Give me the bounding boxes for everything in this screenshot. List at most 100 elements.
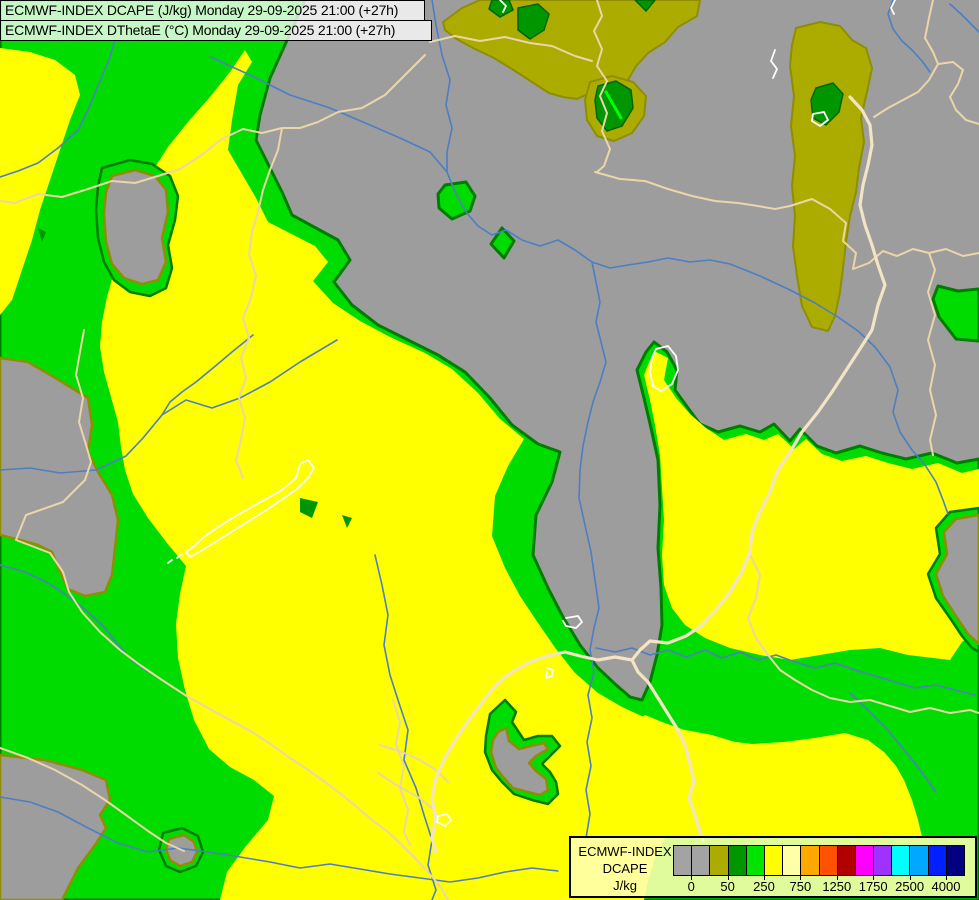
country-border [593,0,611,173]
legend-swatch [764,846,784,875]
legend-tick [727,875,729,880]
legend-tick [909,875,911,880]
country-border-main [630,658,705,842]
country-border [0,54,426,204]
dcape-region-250-750 [100,50,738,900]
country-border [379,744,449,783]
legend-swatch [746,846,765,875]
color-scale-legend: ECMWF-INDEX DCAPE J/kg 0 50 250 750 1250 1750… [569,836,977,898]
legend-title-param: DCAPE [602,861,648,876]
legend-swatch [910,846,929,875]
legend-swatch [855,846,875,875]
gray-island [0,356,120,598]
country-border [927,252,937,456]
lake-outline [545,667,554,679]
legend-tick-label: 50 [720,879,735,894]
river-line [161,334,254,416]
country-border [392,699,411,846]
legend-tick [800,875,802,880]
legend-swatch [710,846,729,875]
lake-outline [562,615,583,629]
legend-tick-label: 750 [789,879,812,894]
dcape-region-50-150 [810,82,844,126]
dcape-region-250-750 [0,48,80,315]
legend-tick [873,875,875,880]
country-border [0,747,185,852]
dcape-speck [38,228,46,242]
gray-island [489,726,550,797]
legend-title: ECMWF-INDEX DCAPE J/kg [577,843,673,894]
legend-color-bar [673,845,965,876]
country-border [429,35,593,62]
legend-swatch [946,846,964,875]
river-line [849,692,937,793]
legend-swatch [801,846,820,875]
country-border [873,0,939,118]
legend-swatch [892,846,911,875]
dcape-region-50-150 [634,0,656,12]
river-line [0,796,559,883]
legend-tick [946,875,947,880]
river-line [374,554,437,900]
legend-swatch [837,846,856,875]
dcape-green-spot [436,180,477,221]
river-line [595,647,976,696]
legend-title-model: ECMWF-INDEX [578,844,672,859]
country-border-main [430,650,634,854]
legend-tick [764,875,765,880]
gray-island [102,168,170,286]
dcape-region-50-150 [488,0,514,18]
legend-swatch [928,846,947,875]
lake-outline [185,459,315,558]
lake-outline [436,813,452,827]
legend-tick [691,875,693,880]
dcape-green-spot [489,226,516,260]
country-border [937,61,979,125]
dcape-region-250-750 [575,715,922,837]
river-line [209,56,949,515]
legend-swatch [783,846,802,875]
dcape-region-50-150 [517,3,550,40]
legend-tick-label: 1750 [858,879,888,894]
map-title-dcape: ECMWF-INDEX DCAPE (J/kg) Monday 29-09-20… [0,0,425,21]
lake-outline [167,559,173,564]
country-border [235,127,283,479]
dcape-green-spot [931,284,979,343]
country-border [15,329,449,900]
dcape-region-250-750 [644,352,979,660]
legend-swatch [674,846,693,875]
legend-tick-label: 0 [687,879,695,894]
river-line [949,3,979,33]
gray-island [0,753,112,900]
map-title-dthetae: ECMWF-INDEX DThetaE (°C) Monday 29-09-20… [0,20,432,41]
lake-outline [890,0,896,15]
legend-swatch [874,846,893,875]
country-border [377,772,433,809]
legend-swatch [728,846,747,875]
river-line [887,0,931,73]
legend-tick-label: 4000 [931,879,961,894]
gray-island [934,513,979,646]
legend-tick [836,875,838,880]
legend-swatch [819,846,838,875]
lake-outline [649,345,679,392]
dcape-speck [300,498,318,518]
river-line [578,261,607,839]
lake-outline [770,49,778,79]
legend-tick-label: 1250 [822,879,852,894]
country-border [747,554,979,714]
lake-outline [499,0,507,13]
dcape-speck [342,515,352,528]
river-line [0,39,116,178]
legend-title-unit: J/kg [613,878,637,893]
country-border [594,171,979,270]
legend-swatch [692,846,711,875]
dcape-streak [604,90,623,120]
country-border-main [630,95,887,662]
lake-outline [176,553,183,559]
lake-outline [811,111,829,127]
river-line [431,0,453,173]
legend-tick-label: 2500 [895,879,925,894]
